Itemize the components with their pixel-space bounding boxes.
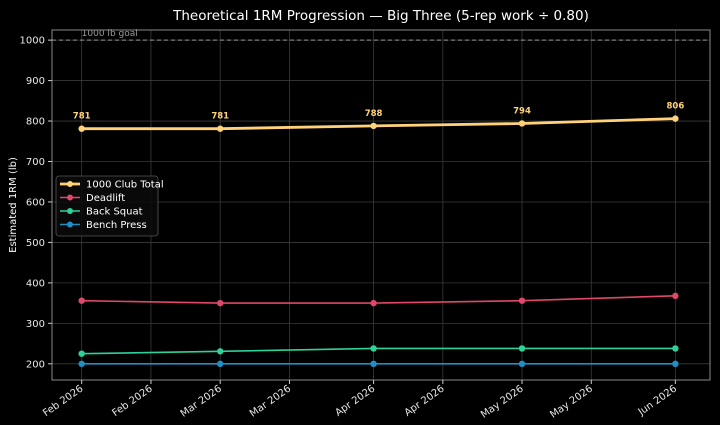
data-point (672, 345, 679, 352)
data-label: 806 (666, 102, 684, 112)
legend-marker (67, 221, 73, 228)
data-point (217, 360, 224, 368)
y-axis-label: Estimated 1RM (lb) (8, 157, 19, 253)
data-point (370, 360, 377, 368)
data-point (78, 350, 85, 357)
legend-label: 1000 Club Total (86, 180, 164, 191)
series-layer (78, 115, 679, 368)
data-point (78, 360, 85, 368)
y-tick-label: 400 (26, 278, 45, 289)
plot-frame (51, 29, 711, 381)
data-point (78, 125, 85, 132)
legend-marker (67, 208, 73, 214)
legend-marker (67, 181, 73, 187)
data-point (672, 115, 679, 122)
data-point (370, 299, 377, 307)
data-point (518, 297, 526, 304)
data-point (78, 297, 85, 304)
data-label: 788 (365, 109, 383, 119)
data-point (370, 345, 377, 352)
legend-label: Deadlift (86, 193, 125, 204)
y-tick-label: 800 (26, 117, 45, 128)
y-tick-label: 500 (26, 238, 45, 249)
data-label: 781 (73, 112, 91, 122)
chart-title: Theoretical 1RM Progression — Big Three … (172, 8, 589, 24)
y-tick-label: 700 (26, 157, 45, 168)
y-tick-label: 200 (26, 359, 45, 370)
data-point (672, 360, 679, 368)
data-point (370, 122, 377, 130)
data-label: 781 (211, 112, 229, 122)
data-point (217, 299, 224, 307)
data-point (217, 348, 224, 355)
y-tick-label: 600 (26, 197, 45, 208)
data-point (518, 120, 526, 127)
goal-label: 1000 lb goal (82, 29, 138, 39)
y-tick-label: 300 (26, 319, 45, 330)
y-tick-label: 900 (26, 76, 45, 87)
legend: 1000 Club Total Deadlift Back Squat Bench P… (55, 175, 164, 237)
data-point (518, 360, 526, 368)
legend-box (55, 175, 159, 237)
goal-line-group: 1000 lb goal (52, 29, 710, 41)
legend-label: Back Squat (86, 207, 143, 218)
data-point (672, 292, 679, 300)
data-label: 794 (513, 106, 531, 116)
data-labels: 781 781 788 794 806 (73, 102, 685, 122)
y-tick-label: 1000 (20, 36, 45, 47)
legend-marker (67, 194, 73, 201)
data-point (518, 345, 526, 352)
legend-label: Bench Press (86, 220, 147, 231)
y-axis-ticks: 200 300 400 500 600 700 800 900 1000 (20, 36, 52, 370)
data-point (217, 125, 224, 132)
